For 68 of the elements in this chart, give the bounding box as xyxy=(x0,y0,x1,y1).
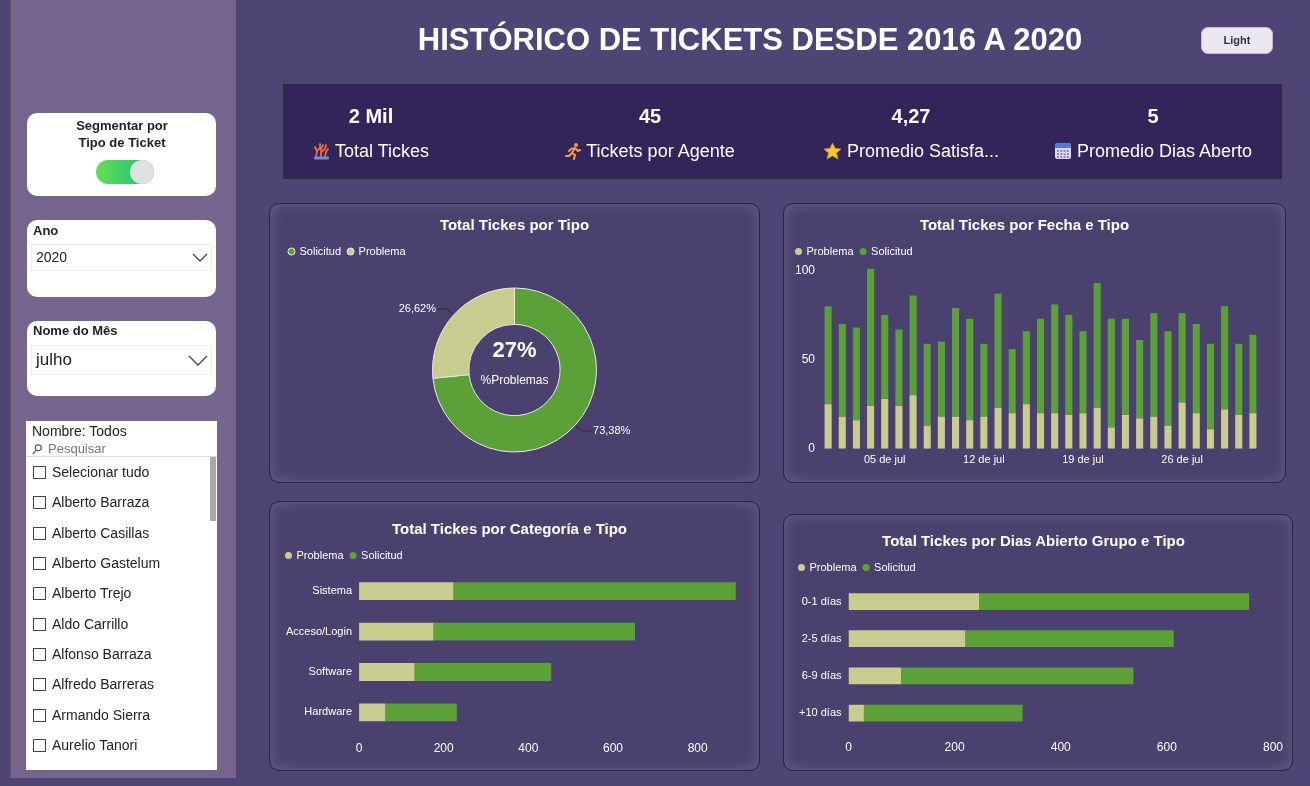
x-tick-label: 600 xyxy=(603,741,624,756)
legend-label: Problema xyxy=(296,548,345,561)
text: Aldo Carrillo xyxy=(52,615,129,632)
x-tick-label: 0 xyxy=(355,741,363,756)
x-tick-label: 12 de jul xyxy=(963,453,1005,466)
dropdown: julho xyxy=(31,345,212,375)
chart-title: Total Tickes por Fecha e Tipo xyxy=(919,216,1130,234)
legend-label: Solicitud xyxy=(299,244,342,257)
text: 27% xyxy=(492,337,537,363)
legend-label: Problema xyxy=(806,244,855,257)
text: Segmentar por Tipo de Ticket xyxy=(76,118,168,150)
text: HISTÓRICO DE TICKETS DESDE 2016 A 2020 xyxy=(417,22,1083,57)
text: Nome do Mês xyxy=(33,323,118,338)
text: Nombre: Todos xyxy=(32,423,127,439)
y-tick-label: 0 xyxy=(808,441,816,456)
text: 4,27 xyxy=(891,105,931,127)
x-tick-label: 200 xyxy=(944,740,965,755)
text: Alfonso Barraza xyxy=(52,646,152,663)
x-tick-label: 0 xyxy=(845,740,853,755)
text: 5 xyxy=(1147,105,1159,127)
legend-label: Problema xyxy=(358,244,407,257)
y-tick-label: 6-9 días xyxy=(801,668,842,681)
text: Selecionar tudo xyxy=(52,464,150,480)
chart-title: Total Tickes por Tipo xyxy=(439,216,590,234)
x-tick-label: 26 de jul xyxy=(1161,453,1203,466)
text: Promedio Dias Aberto xyxy=(1076,141,1253,161)
y-tick-label: 100 xyxy=(794,262,816,277)
data-label: 26,62% xyxy=(398,302,437,315)
x-tick-label: 800 xyxy=(687,741,708,756)
chart-title: Total Tickes por Dias Abierto Grupo e Tipo xyxy=(882,532,1185,550)
legend-label: Solicitud xyxy=(361,548,403,561)
y-tick-label: Hardware xyxy=(304,705,353,718)
text: 2 Mil xyxy=(348,105,394,127)
x-tick-label: 19 de jul xyxy=(1062,453,1104,466)
text: Promedio Satisfa... xyxy=(846,141,1000,161)
y-tick-label: +10 días xyxy=(798,706,842,719)
x-tick-label: 400 xyxy=(518,741,539,756)
y-tick-label: Acceso/Login xyxy=(286,624,353,637)
y-tick-label: Sistema xyxy=(312,584,353,597)
text: Aurelio Tanori xyxy=(52,737,138,754)
y-tick-label: 50 xyxy=(801,351,816,366)
text: Alberto Casillas xyxy=(52,524,150,541)
x-tick-label: 800 xyxy=(1262,740,1284,755)
text: %Problemas xyxy=(480,373,549,388)
x-tick-label: 200 xyxy=(433,741,455,756)
text: Alberto Barraza xyxy=(52,494,150,511)
text: Alberto Trejo xyxy=(52,585,132,602)
legend-label: Solicitud xyxy=(874,560,916,573)
text: Armando Sierra xyxy=(52,706,151,723)
text: Pesquisar xyxy=(48,441,106,456)
button: Light xyxy=(1201,27,1273,54)
x-tick-label: 600 xyxy=(1156,740,1178,755)
dropdown: 2020 xyxy=(31,244,212,271)
x-tick-label: 05 de jul xyxy=(863,453,906,466)
y-tick-label: 2-5 días xyxy=(801,631,842,644)
data-label: 73,38% xyxy=(593,424,631,437)
text: Ano xyxy=(33,223,59,238)
text: Total Tickes xyxy=(334,141,430,161)
x-tick-label: 400 xyxy=(1050,740,1072,755)
text: Tickets por Agente xyxy=(586,141,735,161)
y-tick-label: 0-1 días xyxy=(801,594,842,607)
text: 45 xyxy=(638,105,662,127)
chart-title: Total Tickes por Categoría e Tipo xyxy=(391,520,628,538)
legend-label: Solicitud xyxy=(871,244,913,257)
legend-label: Problema xyxy=(809,560,858,573)
text: Alberto Gastelum xyxy=(52,555,161,572)
text: Alfredo Barreras xyxy=(52,676,154,693)
y-tick-label: Software xyxy=(308,665,353,678)
